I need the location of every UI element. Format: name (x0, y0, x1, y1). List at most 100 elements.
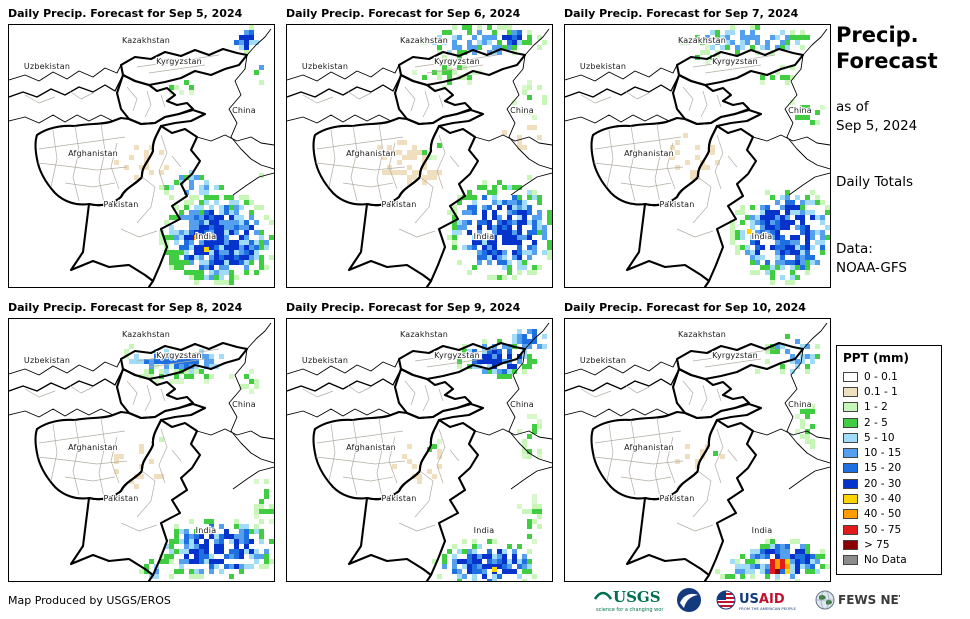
daily-totals-label: Daily Totals (836, 174, 914, 190)
legend-swatch (843, 448, 858, 459)
precip-map-sep-8: Kazakhstan Uzbekistan Kyrgyzstan China Afgha… (8, 318, 275, 582)
usaid-tagline: FROM THE AMERICAN PEOPLE (739, 606, 796, 611)
country-label-china: China (232, 400, 256, 409)
country-label-kyrgyzstan: Kyrgyzstan (434, 351, 480, 360)
country-label-india: India (474, 232, 495, 241)
legend-row: > 75 (843, 537, 935, 552)
as-of-label: as of (836, 99, 869, 115)
fewsnet-logo: FEWS NET (815, 590, 900, 610)
country-labels: Kazakhstan Uzbekistan Kyrgyzstan China Afgha… (23, 329, 257, 536)
precip-legend: PPT (mm) 0 - 0.1 0.1 - 1 1 - 2 2 - 5 5 - 10 1… (836, 345, 942, 575)
map-credit: Map Produced by USGS/EROS (8, 594, 171, 607)
country-label-pakistan: Pakistan (381, 200, 416, 209)
country-label-china: China (510, 400, 534, 409)
panel-sep-5: Daily Precip. Forecast for Sep 5, 2024 K… (8, 4, 275, 288)
country-label-pakistan: Pakistan (381, 494, 416, 503)
country-label-afghanistan: Afghanistan (346, 443, 396, 452)
country-label-afghanistan: Afghanistan (624, 443, 674, 452)
precip-map-sep-10: Kazakhstan Uzbekistan Kyrgyzstan China Afgha… (564, 318, 831, 582)
country-label-uzbekistan: Uzbekistan (580, 356, 626, 365)
usaid-logo: USAID FROM THE AMERICAN PEOPLE (716, 590, 796, 611)
usgs-wave-icon (593, 591, 613, 600)
country-labels: Kazakhstan Uzbekistan Kyrgyzstan China Afgha… (301, 35, 535, 242)
country-label-pakistan: Pakistan (659, 200, 694, 209)
country-label-china: China (788, 106, 812, 115)
country-label-kazakhstan: Kazakhstan (122, 36, 170, 45)
legend-row: 15 - 20 (843, 461, 935, 476)
legend-swatch (843, 539, 858, 550)
precip-map-sep-6: Kazakhstan Uzbekistan Kyrgyzstan China Afgha… (286, 24, 553, 288)
country-label-afghanistan: Afghanistan (68, 149, 118, 158)
legend-rows: 0 - 0.1 0.1 - 1 1 - 2 2 - 5 5 - 10 10 - 15 15 … (843, 369, 935, 568)
country-label-kazakhstan: Kazakhstan (678, 36, 726, 45)
panel-sep-9: Daily Precip. Forecast for Sep 9, 2024 K… (286, 298, 553, 582)
country-labels: Kazakhstan Uzbekistan Kyrgyzstan China Afgha… (23, 35, 257, 242)
country-label-kazakhstan: Kazakhstan (678, 330, 726, 339)
precip-layer (670, 25, 830, 285)
country-label-uzbekistan: Uzbekistan (24, 62, 70, 71)
country-label-india: India (474, 526, 495, 535)
figure-title-line2: Forecast (836, 49, 938, 73)
panel-sep-7: Daily Precip. Forecast for Sep 7, 2024 K… (564, 4, 831, 288)
data-source-value: NOAA-GFS (836, 260, 907, 276)
legend-row: 20 - 30 (843, 476, 935, 491)
data-source-block: Data: NOAA-GFS (836, 240, 907, 278)
country-label-afghanistan: Afghanistan (624, 149, 674, 158)
panel-title: Daily Precip. Forecast for Sep 5, 2024 (8, 7, 243, 20)
country-labels: Kazakhstan Uzbekistan Kyrgyzstan China Afgha… (579, 35, 813, 242)
panel-title: Daily Precip. Forecast for Sep 8, 2024 (8, 301, 243, 314)
legend-title: PPT (mm) (843, 351, 909, 365)
precip-layer (675, 334, 830, 581)
country-label-china: China (232, 106, 256, 115)
agency-logos: USGS science for a changing world USAID … (593, 586, 900, 614)
country-label-china: China (510, 106, 534, 115)
country-label-kyrgyzstan: Kyrgyzstan (156, 57, 202, 66)
legend-row: 2 - 5 (843, 415, 935, 430)
usaid-seal-icon (717, 591, 735, 609)
legend-label: 5 - 10 (864, 431, 895, 444)
country-labels: Kazakhstan Uzbekistan Kyrgyzstan China Afgha… (301, 329, 535, 536)
legend-swatch (843, 402, 858, 413)
as-of-date: Sep 5, 2024 (836, 118, 918, 134)
legend-label: 40 - 50 (864, 508, 902, 521)
panel-sep-6: Daily Precip. Forecast for Sep 6, 2024 K… (286, 4, 553, 288)
fewsnet-globe-land (819, 594, 826, 600)
legend-swatch (843, 463, 858, 474)
legend-label: No Data (864, 554, 907, 567)
legend-label: 2 - 5 (864, 416, 888, 429)
legend-row: 40 - 50 (843, 507, 935, 522)
country-label-afghanistan: Afghanistan (346, 149, 396, 158)
legend-swatch (843, 386, 858, 397)
usaid-seal-ring (716, 590, 736, 610)
legend-label: 50 - 75 (864, 523, 902, 536)
legend-label: 10 - 15 (864, 447, 902, 460)
precip-map-sep-9: Kazakhstan Uzbekistan Kyrgyzstan China Afgha… (286, 318, 553, 582)
legend-label: 30 - 40 (864, 493, 902, 506)
usaid-wordmark: USAID (739, 592, 785, 607)
usgs-tagline: science for a changing world (596, 607, 663, 613)
country-label-kyrgyzstan: Kyrgyzstan (712, 351, 758, 360)
as-of-block: as of Sep 5, 2024 (836, 98, 917, 136)
noaa-circle-icon (677, 588, 701, 612)
country-label-pakistan: Pakistan (103, 200, 138, 209)
country-label-uzbekistan: Uzbekistan (580, 62, 626, 71)
legend-swatch (843, 478, 858, 489)
panel-title: Daily Precip. Forecast for Sep 7, 2024 (564, 7, 799, 20)
country-label-kyrgyzstan: Kyrgyzstan (434, 57, 480, 66)
precip-layer (392, 329, 547, 581)
legend-row: 5 - 10 (843, 430, 935, 445)
sidebar: Precip. Forecast as of Sep 5, 2024 Daily… (836, 0, 966, 619)
legend-row: 0.1 - 1 (843, 384, 935, 399)
legend-swatch (843, 494, 858, 505)
fewsnet-wordmark: FEWS NET (838, 593, 900, 607)
country-label-india: India (196, 526, 217, 535)
country-label-pakistan: Pakistan (659, 494, 694, 503)
legend-row: 1 - 2 (843, 400, 935, 415)
panel-sep-8: Daily Precip. Forecast for Sep 8, 2024 K… (8, 298, 275, 582)
country-label-india: India (752, 526, 773, 535)
legend-row: 10 - 15 (843, 445, 935, 460)
noaa-bird-icon (680, 593, 698, 608)
country-label-pakistan: Pakistan (103, 494, 138, 503)
precip-layer (114, 25, 274, 285)
